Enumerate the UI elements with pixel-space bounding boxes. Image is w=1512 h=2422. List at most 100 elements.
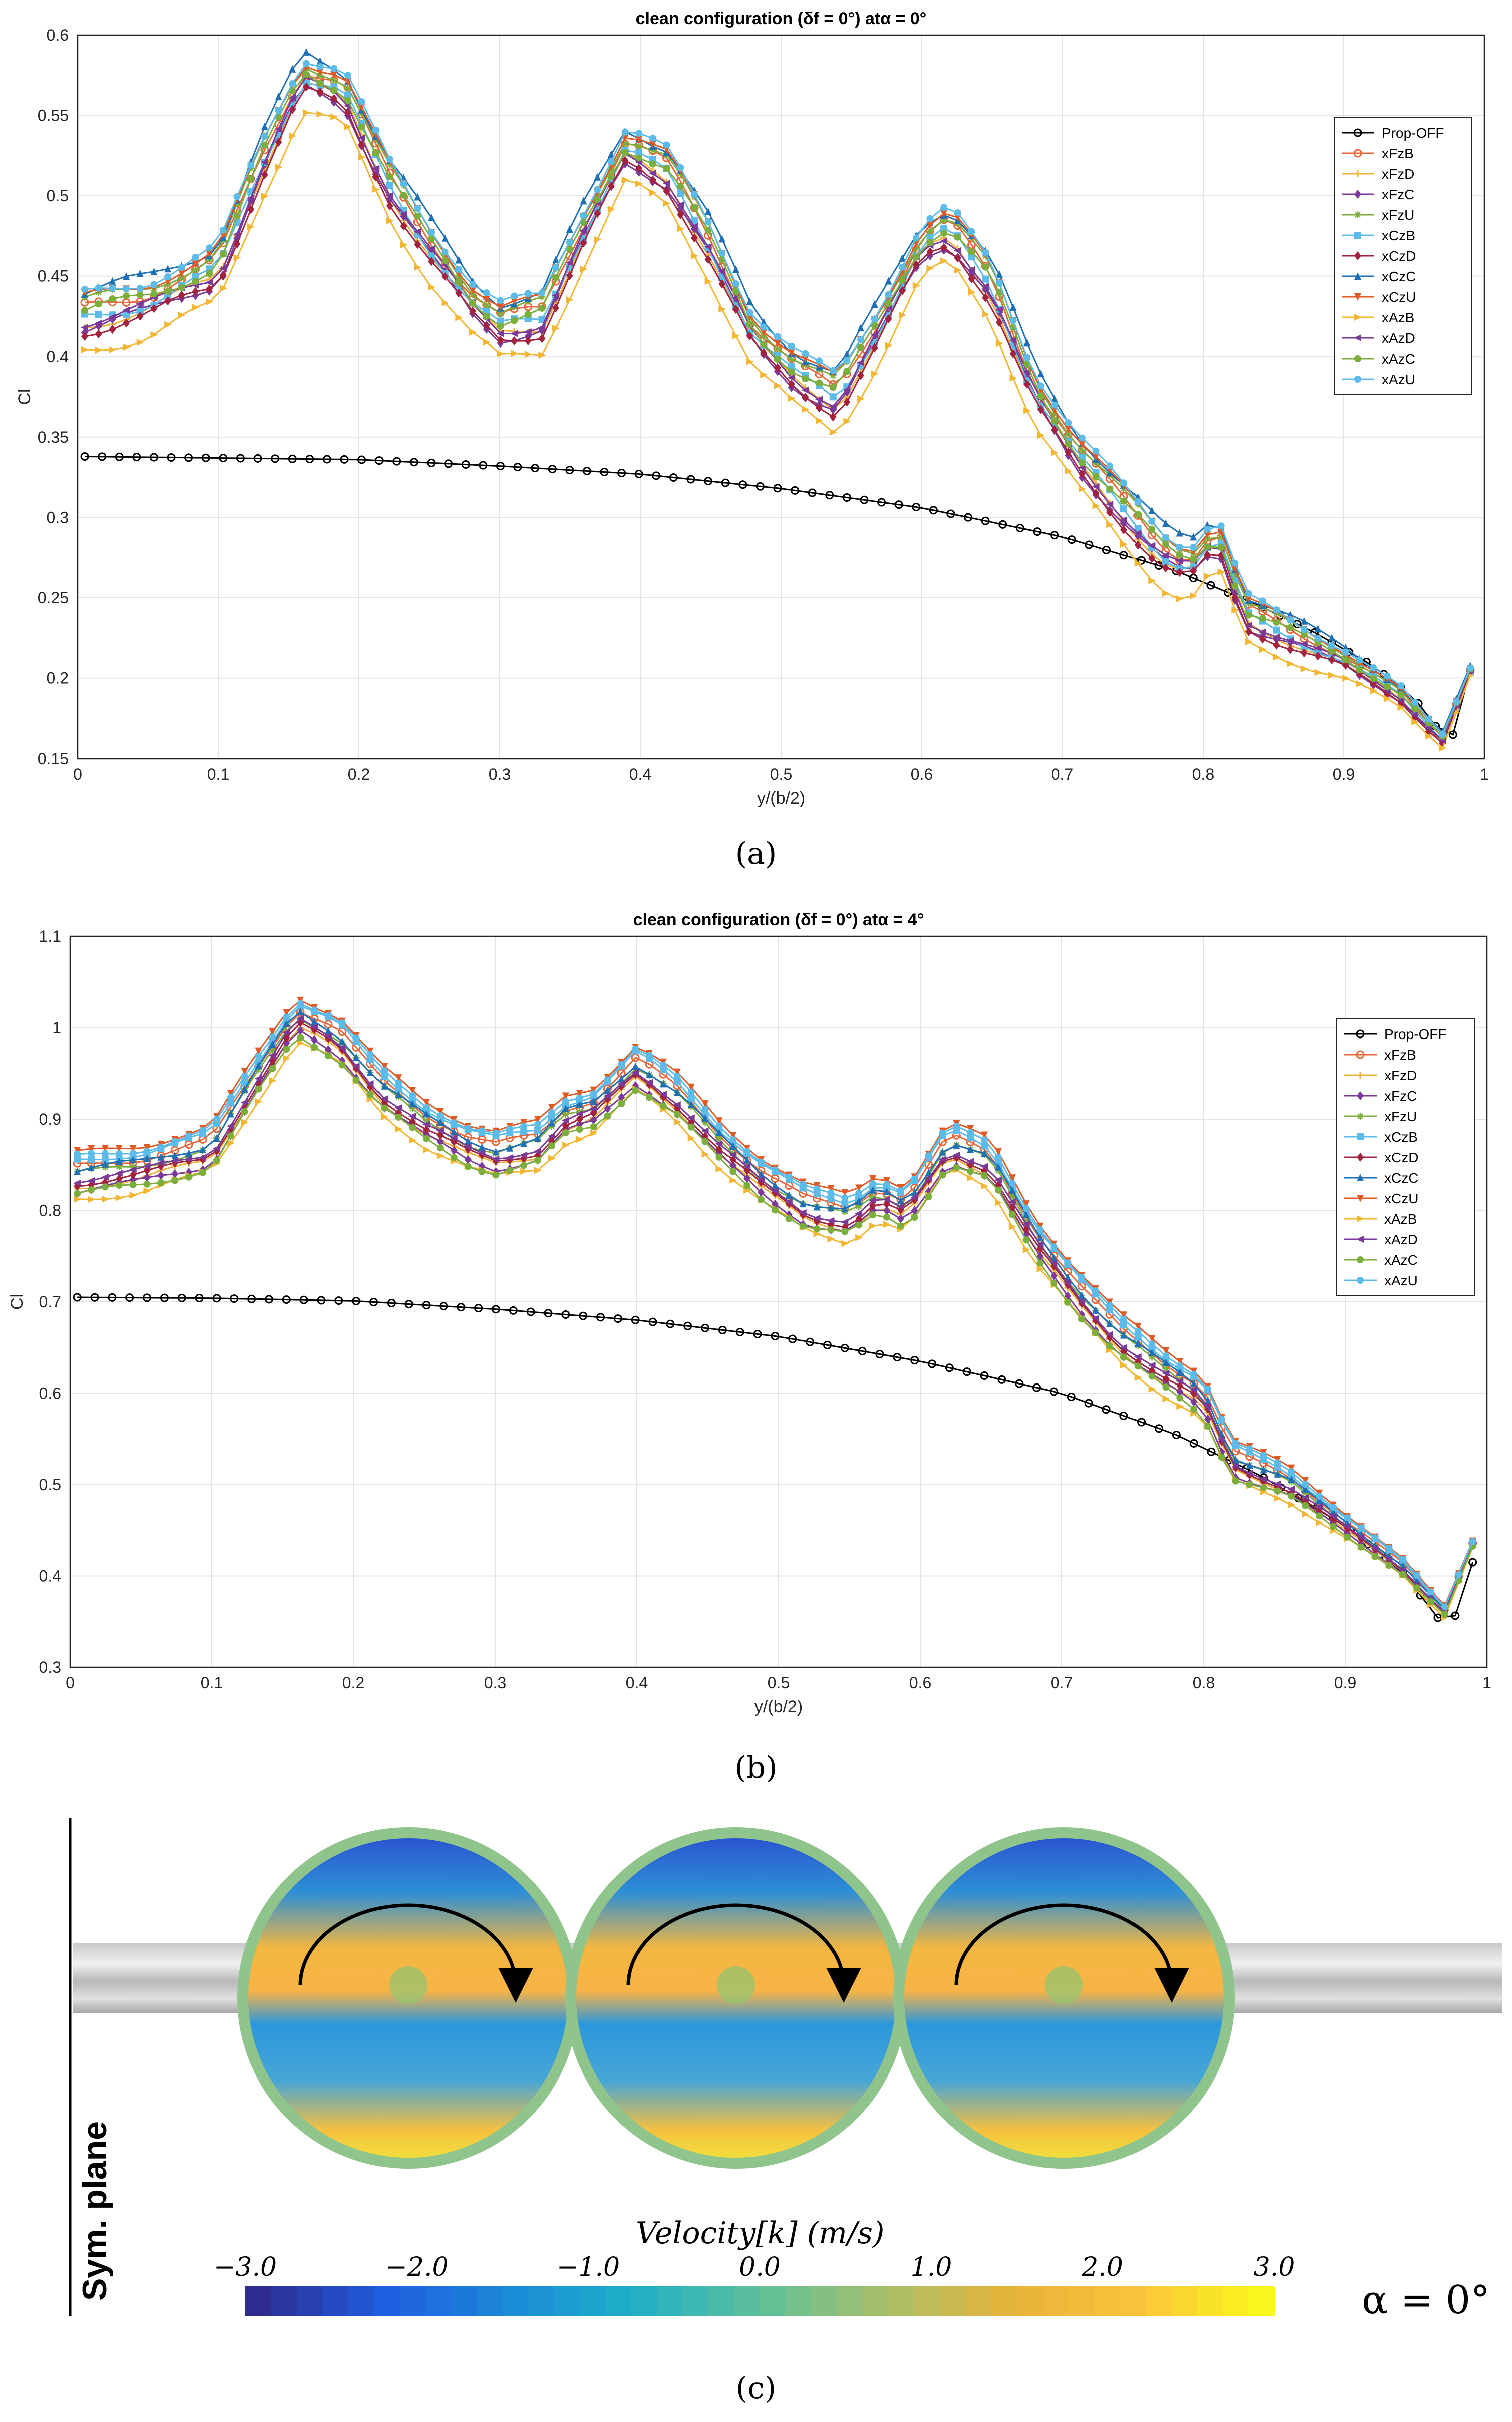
point-xCzD (760, 348, 768, 358)
legend: Prop-OFF xFzB xFzD xFzC xFzU xCzB xCzD xCzC xCzU… (1334, 117, 1472, 395)
point-xAzD (815, 396, 823, 403)
point-xCzC (618, 1075, 625, 1083)
point-xAzB (1316, 1519, 1324, 1526)
point-xAzU (1302, 1481, 1309, 1488)
point-xCzB (1273, 626, 1280, 634)
point-xAzB (1439, 744, 1447, 752)
legend-marker (1357, 1113, 1364, 1120)
legend-label: xFzD (1382, 166, 1414, 182)
point-xCzU (1204, 531, 1211, 539)
point-Prop-OFF (912, 503, 921, 512)
point-Prop-OFF (160, 1293, 169, 1302)
point-xAzB (1176, 1403, 1184, 1410)
point-Prop-OFF (439, 1302, 448, 1311)
point-xCzC (1316, 1496, 1323, 1504)
point-xAzB (1302, 1510, 1310, 1518)
point-xAzU (171, 1138, 179, 1145)
point-xCzU (715, 1117, 723, 1125)
x-tick-label: 0.5 (770, 765, 792, 783)
point-xAzB (1287, 660, 1295, 667)
point-xAzD (394, 1104, 402, 1112)
colorbar-segment (425, 2286, 452, 2316)
point-Prop-OFF (479, 461, 488, 470)
colorbar-segment (477, 2286, 503, 2316)
point-Prop-OFF (149, 453, 158, 462)
point-xCzU (316, 68, 324, 76)
x-tick-label: 0.1 (201, 1674, 223, 1692)
point-xAzB (746, 358, 754, 365)
point-xAzD (520, 1151, 528, 1159)
point-xCzU (178, 270, 185, 278)
legend-label: xFzU (1382, 207, 1414, 223)
x-tick-label: 0 (66, 1674, 75, 1692)
point-xCzU (534, 1116, 542, 1124)
point-xFzU (330, 76, 338, 84)
point-xAzC (968, 248, 975, 256)
point-xCzD (746, 331, 753, 341)
point-xFzU (562, 1110, 569, 1118)
point-xAzD (171, 1157, 179, 1164)
caption-b: (b) (734, 1750, 777, 1785)
point-xCzC (785, 1191, 793, 1199)
point-xAzC (953, 1164, 960, 1171)
point-xAzC (450, 1154, 458, 1161)
point-xAzC (478, 1168, 486, 1175)
colorbar (245, 2286, 1275, 2316)
point-xAzU (1023, 354, 1031, 361)
point-xCzC (414, 193, 421, 201)
point-Prop-OFF (582, 467, 591, 476)
point-xCzC (994, 1163, 1002, 1171)
point-xAzD (288, 94, 296, 101)
colorbar-segment (1171, 2286, 1198, 2316)
point-xAzB (857, 395, 865, 403)
point-xAzB (701, 1150, 709, 1158)
point-xCzC (646, 1070, 653, 1078)
point-Prop-OFF (340, 455, 349, 464)
point-Prop-OFF (613, 1314, 622, 1323)
legend-marker (1356, 1029, 1365, 1039)
point-xCzD (774, 363, 781, 372)
point-xCzC (1009, 303, 1017, 311)
point-xAzU (316, 63, 324, 71)
point-xCzC (450, 1128, 458, 1136)
point-Prop-OFF (125, 1293, 134, 1302)
y-tick-label: 0.4 (39, 1567, 61, 1585)
point-xAzB (358, 153, 366, 161)
legend-label: xAzU (1384, 1273, 1418, 1288)
point-xAzD (233, 231, 241, 238)
point-xAzC (395, 1113, 402, 1121)
point-xCzC (743, 1156, 751, 1164)
point-xCzD (423, 1125, 430, 1134)
point-xAzU (604, 1076, 611, 1084)
point-xAzC (548, 1142, 555, 1150)
chart-panel-a: 0 0.1 0.2 0.3 0.4 0.5 0.6 0.7 0.8 0.9 1 0.15 0.2 0.25… (15, 9, 1489, 808)
y-tick-label: 0.3 (47, 508, 69, 526)
point-xCzC (548, 1119, 555, 1127)
point-xAzU (534, 1121, 542, 1128)
point-xAzC (1050, 1279, 1058, 1287)
point-Prop-OFF (1067, 1392, 1076, 1401)
contour-panel-c: Sym. plane Velocity[k] (m/s) −3.0 −2.0 −1.… (69, 1818, 1502, 2323)
y-tick-label: 0.3 (39, 1658, 61, 1676)
point-xCzC (1148, 1348, 1156, 1356)
legend-marker (1354, 334, 1361, 341)
point-xAzU (758, 1159, 765, 1166)
y-tick-label: 0.9 (39, 1110, 61, 1128)
point-xAzU (926, 215, 934, 222)
point-xAzC (704, 226, 712, 234)
point-xAzD (829, 403, 837, 410)
point-Prop-OFF (195, 1294, 204, 1303)
point-Prop-OFF (1032, 1383, 1041, 1392)
point-xAzU (1383, 672, 1391, 680)
point-xCzC (324, 1027, 332, 1035)
point-xAzC (994, 1186, 1002, 1194)
point-xCzD (1190, 566, 1197, 576)
point-Prop-OFF (928, 1359, 937, 1368)
legend-label: xCzU (1384, 1191, 1418, 1206)
point-xCzD (1328, 655, 1336, 665)
point-xAzD (690, 223, 698, 230)
point-xAzB (1217, 568, 1225, 576)
point-Prop-OFF (962, 1367, 971, 1376)
point-xAzB (115, 1194, 123, 1202)
point-xAzB (255, 1098, 263, 1105)
